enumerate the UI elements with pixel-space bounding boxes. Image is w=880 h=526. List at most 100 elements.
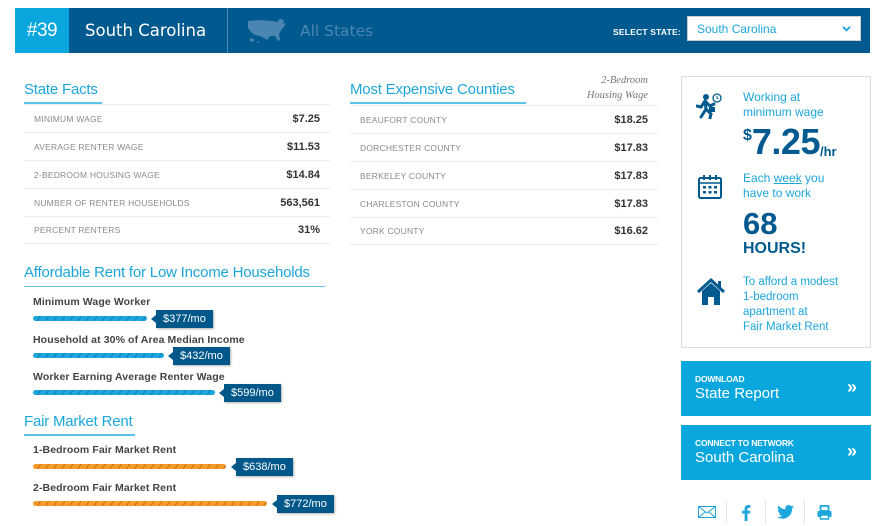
wage-symbol: $ <box>743 127 752 144</box>
row-value: 563,561 <box>280 196 320 209</box>
email-share-button[interactable] <box>688 500 726 524</box>
row-label: MINIMUM WAGE <box>34 113 103 124</box>
row-value: $17.83 <box>614 197 648 210</box>
row-label: YORK COUNTY <box>360 226 425 236</box>
all-states-label: All States <box>300 21 374 40</box>
wage-value: 7.25 <box>751 121 821 162</box>
printer-icon <box>817 504 831 520</box>
facebook-share-button[interactable] <box>727 500 765 524</box>
value-tag: $432/mo <box>168 347 230 365</box>
connect-main-label: South Carolina <box>695 449 795 466</box>
double-chevron-right-icon: » <box>846 441 857 461</box>
table-row: DORCHESTER COUNTY $17.83 <box>350 133 658 161</box>
separator <box>726 501 727 523</box>
value-tag: $377/mo <box>151 310 213 328</box>
row-value: $17.83 <box>614 141 648 154</box>
bar-1br <box>33 464 226 469</box>
bar-label: Worker Earning Average Renter Wage <box>33 371 225 383</box>
running-worker-icon <box>696 93 722 119</box>
row-label: PERCENT RENTERS <box>34 225 121 235</box>
separator <box>765 501 766 523</box>
afford-line3: apartment at <box>743 306 808 318</box>
affordable-rent-title: Affordable Rent for Low Income Household… <box>24 264 325 287</box>
state-facts-title-text: State Facts <box>24 81 98 98</box>
minimum-wage-display: $ 7.25 /hr <box>743 122 837 162</box>
value-tag: $638/mo <box>231 458 293 476</box>
hours-value: 68 <box>743 206 778 241</box>
table-row: NUMBER OF RENTER HOUSEHOLDS 563,561 <box>24 188 330 216</box>
week-line2: have to work <box>743 186 812 200</box>
affordable-rent-title-text: Affordable Rent for Low Income Household… <box>24 264 310 281</box>
envelope-icon <box>698 506 716 518</box>
value-tag: $599/mo <box>219 384 281 402</box>
table-row: 2-BEDROOM HOUSING WAGE $14.84 <box>24 160 330 188</box>
column-header: 2-Bedroom Housing Wage <box>568 73 648 103</box>
separator <box>804 501 805 523</box>
afford-line1: To afford a modest <box>743 276 839 288</box>
bar-average-renter <box>33 390 215 395</box>
fair-market-rent-title: Fair Market Rent <box>24 413 135 436</box>
bar-label: 1-Bedroom Fair Market Rent <box>33 444 177 456</box>
week-link[interactable]: week <box>773 171 802 185</box>
working-line2: minimum wage <box>743 105 824 119</box>
bar-1br-fmr: 1-Bedroom Fair Market Rent <box>33 444 176 456</box>
column-header-line1: 2-Bedroom <box>601 75 648 86</box>
bar-2br-fmr: 2-Bedroom Fair Market Rent <box>33 482 176 494</box>
counties-table: BEAUFORT COUNTY $18.25 DORCHESTER COUNTY $… <box>350 105 658 245</box>
row-value: $11.53 <box>286 140 320 153</box>
table-row: CHARLESTON COUNTY $17.83 <box>350 189 658 217</box>
state-facts-title: State Facts <box>24 81 102 104</box>
state-select-value: South Carolina <box>697 21 777 36</box>
wage-summary-card: Working at minimum wage $ 7.25 /hr Each … <box>681 76 871 348</box>
download-state-report-button[interactable]: DOWNLOAD State Report » <box>681 361 871 416</box>
connect-small-label: CONNECT TO NETWORK <box>695 438 794 448</box>
working-line1: Working at <box>743 90 801 104</box>
header-divider <box>227 8 228 53</box>
download-small-label: DOWNLOAD <box>695 374 745 384</box>
all-states-link[interactable]: All States <box>246 18 373 44</box>
download-main-label: State Report <box>695 385 780 402</box>
state-rank: #39 <box>15 8 69 53</box>
state-facts-table: MINIMUM WAGE $7.25 AVERAGE RENTER WAGE $11… <box>24 104 330 244</box>
row-value: $7.25 <box>292 112 320 125</box>
bar-household-30-ami: Household at 30% of Area Median Income <box>33 334 245 346</box>
bar-label: 2-Bedroom Fair Market Rent <box>33 482 177 494</box>
afford-text: To afford a modest 1-bedroom apartment a… <box>743 275 838 335</box>
double-chevron-right-icon: » <box>846 377 857 397</box>
state-select[interactable]: South Carolina <box>687 16 861 41</box>
bar-minimum-wage <box>33 316 147 321</box>
table-row: PERCENT RENTERS 31% <box>24 216 330 244</box>
twitter-icon <box>776 505 794 519</box>
week-pre: Each <box>743 171 774 185</box>
select-state-label: SELECT STATE: <box>613 27 681 37</box>
fair-market-rent-title-text: Fair Market Rent <box>24 413 133 430</box>
row-value: $18.25 <box>614 113 648 126</box>
share-bar <box>688 500 843 524</box>
counties-title: Most Expensive Counties <box>350 81 526 104</box>
afford-line4: Fair Market Rent <box>743 321 829 333</box>
week-post: you <box>801 171 825 185</box>
row-label: CHARLESTON COUNTY <box>360 198 460 209</box>
row-value: $14.84 <box>286 168 320 181</box>
row-value: $17.83 <box>614 169 648 182</box>
bar-minimum-wage-worker: Minimum Wage Worker <box>33 296 150 308</box>
week-text: Each week you have to work <box>743 171 824 201</box>
bar-average-renter-wage: Worker Earning Average Renter Wage <box>33 371 225 383</box>
row-label: 2-BEDROOM HOUSING WAGE <box>34 169 160 180</box>
table-row: YORK COUNTY $16.62 <box>350 217 658 245</box>
house-icon <box>696 277 726 305</box>
table-row: MINIMUM WAGE $7.25 <box>24 104 330 132</box>
row-label: DORCHESTER COUNTY <box>360 142 462 153</box>
twitter-share-button[interactable] <box>766 500 804 524</box>
title-underline <box>350 102 526 104</box>
facebook-icon <box>742 504 751 521</box>
table-row: BERKELEY COUNTY $17.83 <box>350 161 658 189</box>
connect-network-button[interactable]: CONNECT TO NETWORK South Carolina » <box>681 425 871 480</box>
table-row: BEAUFORT COUNTY $18.25 <box>350 105 658 133</box>
row-value: $16.62 <box>614 225 648 237</box>
value-tag: $772/mo <box>272 495 334 513</box>
table-row: AVERAGE RENTER WAGE $11.53 <box>24 132 330 160</box>
bar-label: Minimum Wage Worker <box>33 296 151 308</box>
bar-household-30 <box>33 353 164 358</box>
print-button[interactable] <box>805 500 843 524</box>
